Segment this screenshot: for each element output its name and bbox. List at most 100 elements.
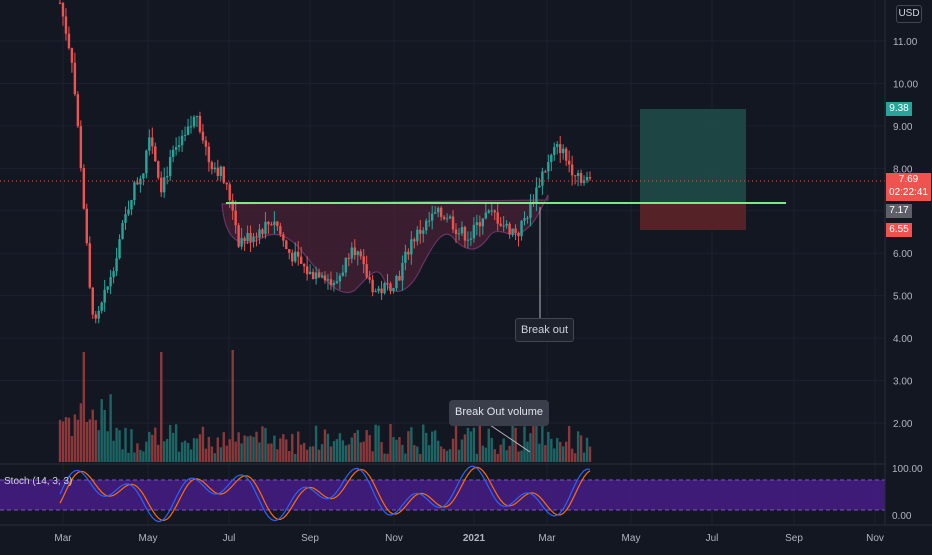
grid (0, 0, 885, 525)
candle-body (365, 264, 368, 278)
volume-bar (582, 452, 586, 462)
volume-bar (252, 436, 255, 462)
volume-bar (240, 443, 243, 462)
volume-bar (335, 439, 339, 462)
volume-bar (562, 446, 565, 462)
candle-body (311, 271, 315, 279)
volume-bar (276, 449, 279, 462)
volume-bar (526, 441, 529, 462)
candle-body (163, 177, 166, 193)
last-price-value: 7.69 (898, 174, 919, 185)
candle-body (564, 148, 568, 161)
candle-body (285, 240, 288, 250)
candle-body (362, 256, 365, 265)
candle-body (249, 232, 252, 242)
candle-body (371, 279, 374, 293)
volume-bar (478, 424, 482, 462)
volume-bar (133, 452, 136, 462)
candle-body (326, 279, 330, 281)
price-tick-label: 11.00 (893, 37, 918, 48)
candle-body (419, 229, 422, 234)
volume-bar (270, 443, 273, 462)
volume-bar (576, 431, 580, 462)
cup-pattern[interactable] (221, 194, 549, 294)
volume-bar (76, 419, 80, 462)
volume-bar (314, 425, 318, 462)
candle-body (273, 221, 276, 226)
candle-body (508, 223, 511, 235)
volume-bar (171, 432, 175, 462)
breakout-annotation[interactable]: Break out (515, 318, 575, 342)
volume-bar (368, 435, 371, 462)
volume-bar (222, 432, 225, 462)
volume-bar (544, 445, 547, 462)
volume-bar (496, 453, 499, 462)
candle-body (454, 229, 458, 235)
volume-bar (383, 453, 386, 462)
time-tick-label: Sep (301, 533, 319, 544)
volume-bar (413, 445, 416, 462)
candle-body (329, 279, 333, 286)
volume-bar (177, 451, 181, 462)
volume-bar (481, 445, 485, 462)
volume-bar (416, 446, 419, 462)
candle-body (82, 168, 86, 209)
volume-bar (112, 440, 115, 462)
volume-bar (523, 426, 526, 462)
volume-bar (344, 445, 348, 462)
candle-body (401, 262, 404, 281)
volume-bar (142, 451, 145, 462)
candle-body (276, 221, 279, 227)
volume-bar (148, 431, 151, 462)
candle-body (436, 207, 440, 213)
volume-bar (207, 436, 211, 462)
candle-body (460, 226, 464, 234)
volume-bar (553, 448, 556, 462)
candle-body (451, 216, 455, 230)
time-tick-label: Sep (785, 533, 803, 544)
volume-bar (365, 430, 368, 462)
candle-body (541, 171, 544, 186)
volume-bar (58, 419, 62, 462)
volume-bar (234, 441, 237, 462)
candle-body (294, 251, 297, 262)
profit-zone[interactable] (640, 109, 746, 202)
volume-bar (157, 444, 160, 462)
volume-bar (505, 450, 508, 462)
candle-body (484, 212, 487, 219)
loss-zone[interactable] (640, 202, 746, 230)
candle-body (335, 281, 339, 283)
candle-body (570, 164, 574, 176)
volume-bar (508, 445, 511, 462)
volume-bar (564, 441, 568, 462)
candle-body (493, 210, 496, 213)
stoch-k-line (59, 465, 591, 523)
time-axis[interactable]: Mar May Jul Sep Nov 2021 Mar May Jul Sep Nov (54, 533, 884, 544)
candle-body (544, 171, 547, 173)
stoch-label[interactable]: Stoch (14, 3, 3) (4, 476, 73, 487)
candle-body (157, 161, 160, 178)
candle-body (151, 137, 154, 147)
breakout-volume-annotation[interactable]: Break Out volume (449, 400, 550, 426)
candle-body (246, 232, 249, 242)
volume-bar (273, 435, 276, 462)
position-tool[interactable] (640, 109, 746, 230)
volume-bar (225, 445, 228, 462)
volume-bar (389, 424, 392, 462)
candle-body (264, 221, 267, 234)
candle-body (160, 177, 163, 193)
candle-body (496, 212, 499, 224)
candle-body (76, 94, 80, 127)
candle-body (535, 187, 538, 205)
candle-body (302, 263, 306, 267)
currency-label[interactable]: USD (896, 5, 922, 23)
time-tick-label: Nov (385, 533, 403, 544)
candle-body (353, 247, 356, 256)
volume-bar (579, 435, 583, 462)
candle-body (61, 2, 65, 17)
candle-body (588, 177, 592, 179)
volume-bar (410, 427, 413, 462)
candle-body (79, 126, 83, 169)
